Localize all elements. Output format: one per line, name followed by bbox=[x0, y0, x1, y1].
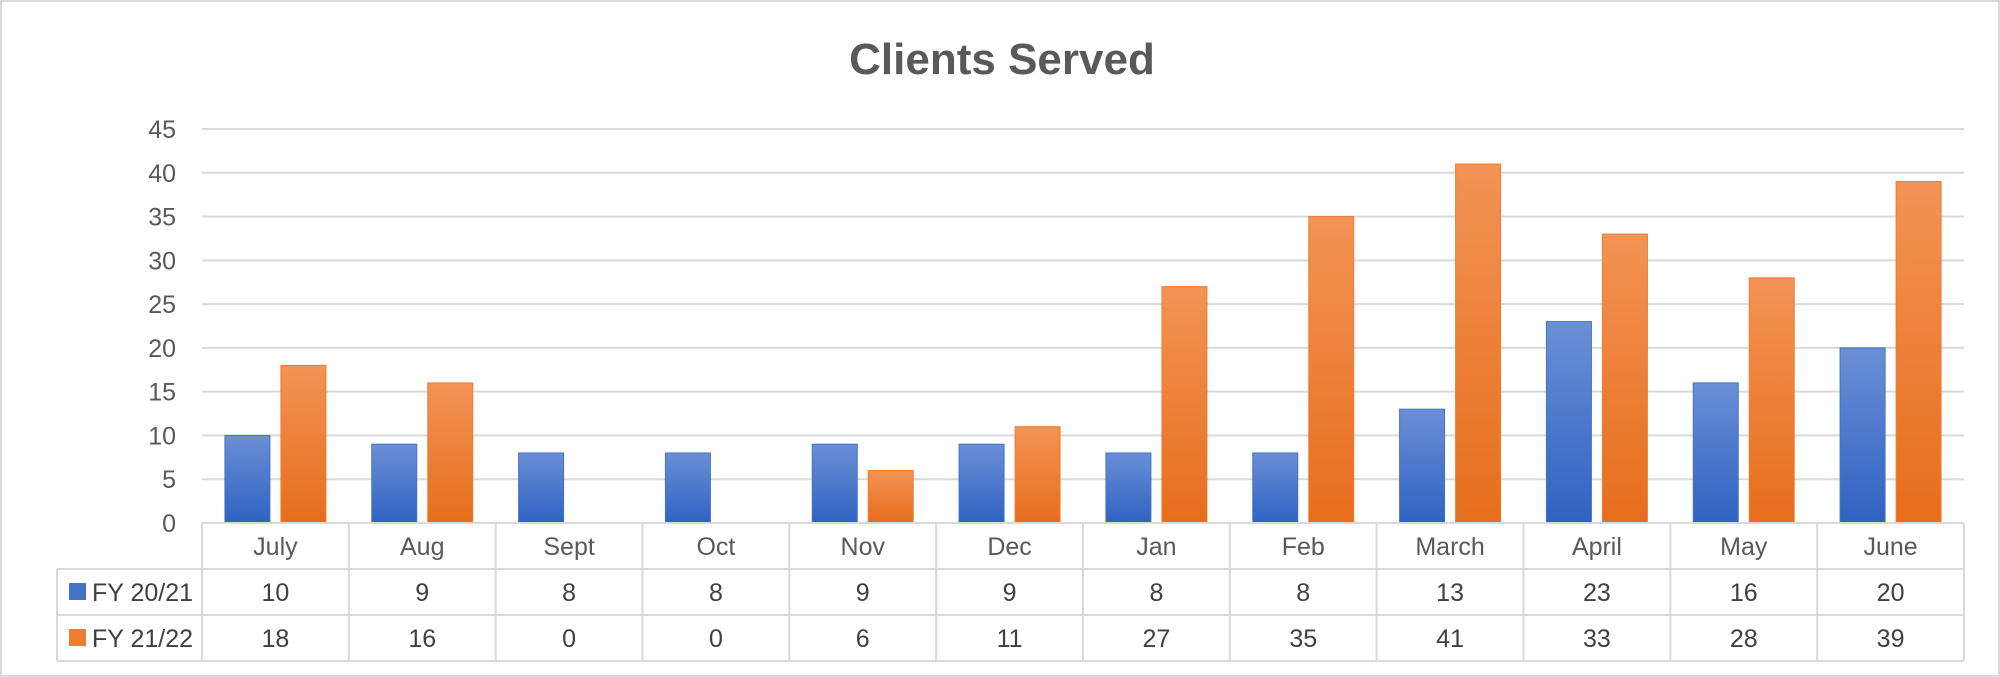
bar-fy2021-april bbox=[1545, 321, 1592, 524]
table-cell: 16 bbox=[1730, 579, 1758, 607]
bar-fy2122-april bbox=[1601, 233, 1648, 524]
bar-fy2021-dec bbox=[958, 443, 1005, 524]
category-label: July bbox=[253, 533, 298, 561]
bar-fy2122-jan bbox=[1161, 286, 1208, 524]
category-label: Dec bbox=[987, 533, 1031, 561]
table-cell: 0 bbox=[709, 625, 723, 653]
table-cell: 11 bbox=[997, 625, 1023, 653]
table-cell: 18 bbox=[262, 625, 290, 653]
y-tick-label: 30 bbox=[148, 247, 176, 275]
category-label: Feb bbox=[1282, 533, 1325, 561]
table-cell: 27 bbox=[1143, 625, 1171, 653]
table-cell: 35 bbox=[1289, 625, 1317, 653]
legend-key bbox=[69, 583, 86, 600]
table-cell: 9 bbox=[1003, 579, 1017, 607]
table-cell: 33 bbox=[1583, 625, 1611, 653]
legend-key bbox=[69, 629, 86, 646]
category-label: Nov bbox=[841, 533, 886, 561]
bar-fy2122-nov bbox=[867, 469, 914, 524]
bar-fy2021-oct bbox=[664, 452, 711, 524]
y-tick-label: 10 bbox=[148, 422, 176, 450]
table-cell: 41 bbox=[1436, 625, 1464, 653]
table-cell: 16 bbox=[408, 625, 436, 653]
y-tick-label: 20 bbox=[148, 335, 176, 363]
y-tick-label: 45 bbox=[148, 116, 176, 144]
category-label: Jan bbox=[1136, 533, 1176, 561]
table-cell: 10 bbox=[262, 579, 290, 607]
bar-fy2021-sept bbox=[518, 452, 565, 524]
y-tick-label: 5 bbox=[162, 466, 176, 494]
legend-label: FY 21/22 bbox=[92, 625, 193, 653]
table-cell: 9 bbox=[415, 579, 429, 607]
y-tick-label: 15 bbox=[148, 379, 176, 407]
table-cell: 8 bbox=[709, 579, 723, 607]
bar-fy2122-dec bbox=[1014, 426, 1061, 524]
bar-fy2021-june bbox=[1839, 347, 1886, 524]
table-cell: 0 bbox=[562, 625, 576, 653]
table-cell: 39 bbox=[1877, 625, 1905, 653]
category-label: Oct bbox=[696, 533, 735, 561]
bar-fy2021-feb bbox=[1252, 452, 1299, 524]
table-cell: 9 bbox=[856, 579, 870, 607]
bar-fy2021-jan bbox=[1105, 452, 1152, 524]
table-cell: 6 bbox=[856, 625, 870, 653]
bar-fy2122-aug bbox=[427, 382, 474, 524]
table-cell: 28 bbox=[1730, 625, 1758, 653]
bar-fy2122-feb bbox=[1308, 216, 1355, 524]
bar-fy2021-may bbox=[1692, 382, 1739, 524]
bar-fy2021-aug bbox=[371, 443, 418, 524]
table-cell: 8 bbox=[1149, 579, 1163, 607]
category-label: March bbox=[1415, 533, 1484, 561]
legend-label: FY 20/21 bbox=[92, 579, 193, 607]
category-label: Sept bbox=[543, 533, 594, 561]
bar-fy2122-june bbox=[1895, 181, 1942, 524]
bar-fy2021-july bbox=[224, 434, 271, 524]
table-cell: 23 bbox=[1583, 579, 1611, 607]
bar-fy2122-march bbox=[1455, 163, 1502, 524]
y-tick-label: 35 bbox=[148, 204, 176, 232]
bar-fy2122-july bbox=[280, 364, 327, 524]
y-tick-label: 40 bbox=[148, 160, 176, 188]
table-cell: 8 bbox=[1296, 579, 1310, 607]
category-label: Aug bbox=[400, 533, 444, 561]
y-axis-ticks: 0 5 10 15 20 25 30 35 40 45 bbox=[148, 116, 176, 538]
y-tick-label: 0 bbox=[162, 510, 176, 538]
category-label: June bbox=[1863, 533, 1917, 561]
bars bbox=[224, 163, 1942, 524]
data-table: July Aug Sept Oct Nov Dec Jan Feb March April May J… bbox=[56, 522, 1965, 662]
table-cell: 20 bbox=[1877, 579, 1905, 607]
bar-fy2122-may bbox=[1748, 277, 1795, 524]
category-label: May bbox=[1720, 533, 1768, 561]
table-cell: 13 bbox=[1436, 579, 1464, 607]
gridlines bbox=[202, 128, 1964, 524]
y-tick-label: 25 bbox=[148, 291, 176, 319]
category-label: April bbox=[1572, 533, 1622, 561]
bar-fy2021-march bbox=[1399, 408, 1446, 524]
chart-title: Clients Served bbox=[849, 35, 1155, 84]
bar-fy2021-nov bbox=[811, 443, 858, 524]
table-cell: 8 bbox=[562, 579, 576, 607]
